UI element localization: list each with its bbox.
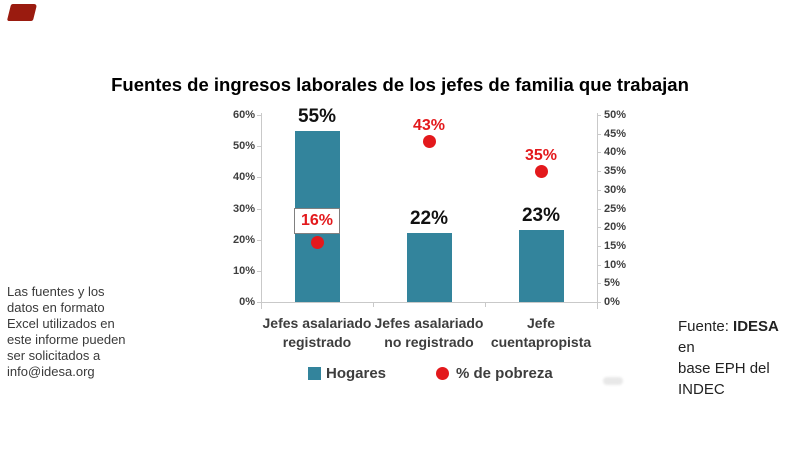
left-axis-tick-label: 50% — [232, 140, 255, 153]
x-axis-line — [261, 302, 597, 303]
legend-dot-icon — [436, 367, 449, 380]
right-axis-tick-label: 10% — [604, 258, 627, 271]
left-axis-tick-label: 10% — [232, 264, 255, 277]
poverty-value-label: 43% — [412, 117, 446, 135]
source-line: INDEC — [678, 381, 725, 398]
poverty-value-label: 35% — [524, 147, 558, 165]
right-axis-tick — [597, 245, 601, 247]
category-label-line: no registrado — [384, 334, 474, 350]
x-axis-tick — [485, 302, 486, 307]
right-axis-tick — [597, 283, 601, 285]
left-axis-tick — [257, 115, 261, 116]
right-axis-tick-label: 5% — [604, 277, 620, 290]
legend-bar-swatch-icon — [308, 367, 321, 380]
right-axis-tick-label: 25% — [604, 202, 627, 215]
right-axis-tick — [597, 115, 601, 116]
note-line: ser solicitados a — [7, 348, 101, 363]
left-axis-tick-label: 20% — [232, 233, 255, 246]
left-axis-tick — [257, 302, 261, 303]
right-axis-tick-label: 20% — [604, 221, 627, 234]
right-axis-tick — [597, 264, 601, 266]
category-label-line: Jefe — [526, 315, 556, 331]
left-axis-line — [261, 113, 262, 309]
poverty-dot — [422, 134, 436, 148]
source-line: base EPH del — [678, 360, 770, 377]
category-label-line: registrado — [282, 334, 352, 350]
right-axis-tick-label: 35% — [604, 165, 627, 178]
legend-label: Hogares — [326, 365, 387, 382]
left-axis-tick — [257, 239, 261, 241]
category-label-line: Jefes asalariado — [374, 315, 484, 331]
chart-title: Fuentes de ingresos laborales de los jef… — [111, 74, 689, 95]
category-label-line: Jefes asalariado — [262, 315, 372, 331]
x-axis-tick — [373, 302, 374, 307]
right-axis-tick-label: 40% — [604, 146, 627, 159]
bar — [406, 233, 452, 302]
source-line: Fuente: IDESA en — [678, 316, 798, 358]
bar-value-label: 22% — [409, 208, 449, 230]
note-email: info@idesa.org — [7, 364, 95, 379]
right-axis-tick-label: 15% — [604, 239, 627, 252]
right-axis-tick — [597, 133, 601, 135]
right-axis-tick-label: 45% — [604, 127, 627, 140]
left-axis-tick-label: 40% — [232, 171, 255, 184]
source-brand: IDESA — [733, 318, 779, 335]
right-axis-tick-label: 30% — [604, 183, 627, 196]
left-axis-tick-label: 60% — [232, 109, 255, 121]
right-axis-tick-label: 50% — [604, 109, 627, 121]
poverty-dot — [310, 235, 324, 249]
bar-value-label: 55% — [297, 105, 337, 127]
bar — [518, 230, 564, 302]
left-axis-tick — [257, 177, 261, 179]
bar-value-label: 23% — [521, 205, 561, 227]
right-axis-tick — [597, 208, 601, 210]
right-axis-tick-label: 0% — [604, 296, 620, 308]
legend-label: % de pobreza — [456, 365, 553, 382]
category-label: Jefes asalariado registrado — [255, 314, 379, 352]
right-axis-tick — [597, 171, 601, 173]
source-prefix: Fuente: — [678, 318, 734, 335]
note-line: Las fuentes y los — [7, 284, 105, 299]
data-request-note: Las fuentes y los datos en formato Excel… — [7, 284, 127, 380]
right-axis-tick — [597, 189, 601, 191]
right-axis-line — [597, 113, 598, 309]
smudge-artifact — [603, 377, 623, 385]
left-axis-tick-label: 30% — [232, 202, 255, 215]
right-axis-tick — [597, 227, 601, 229]
left-axis-tick — [257, 270, 261, 272]
source-note: Fuente: IDESA en base EPH del INDEC — [678, 316, 798, 400]
left-axis-tick — [257, 146, 261, 148]
note-line: este informe pueden — [7, 332, 126, 347]
source-suffix: en — [678, 339, 695, 356]
right-axis-tick — [597, 152, 601, 154]
left-axis-tick — [257, 208, 261, 210]
category-label: Jefes asalariado no registrado — [367, 314, 491, 352]
poverty-dot — [534, 164, 548, 178]
left-axis-tick-label: 0% — [239, 296, 255, 308]
right-axis-tick — [597, 302, 601, 303]
note-line: datos en formato — [7, 300, 105, 315]
category-label: Jefe cuentapropista — [479, 314, 603, 352]
note-line: Excel utilizados en — [7, 316, 115, 331]
category-label-line: cuentapropista — [490, 334, 592, 350]
poverty-value-label-boxed: 16% — [294, 208, 340, 235]
